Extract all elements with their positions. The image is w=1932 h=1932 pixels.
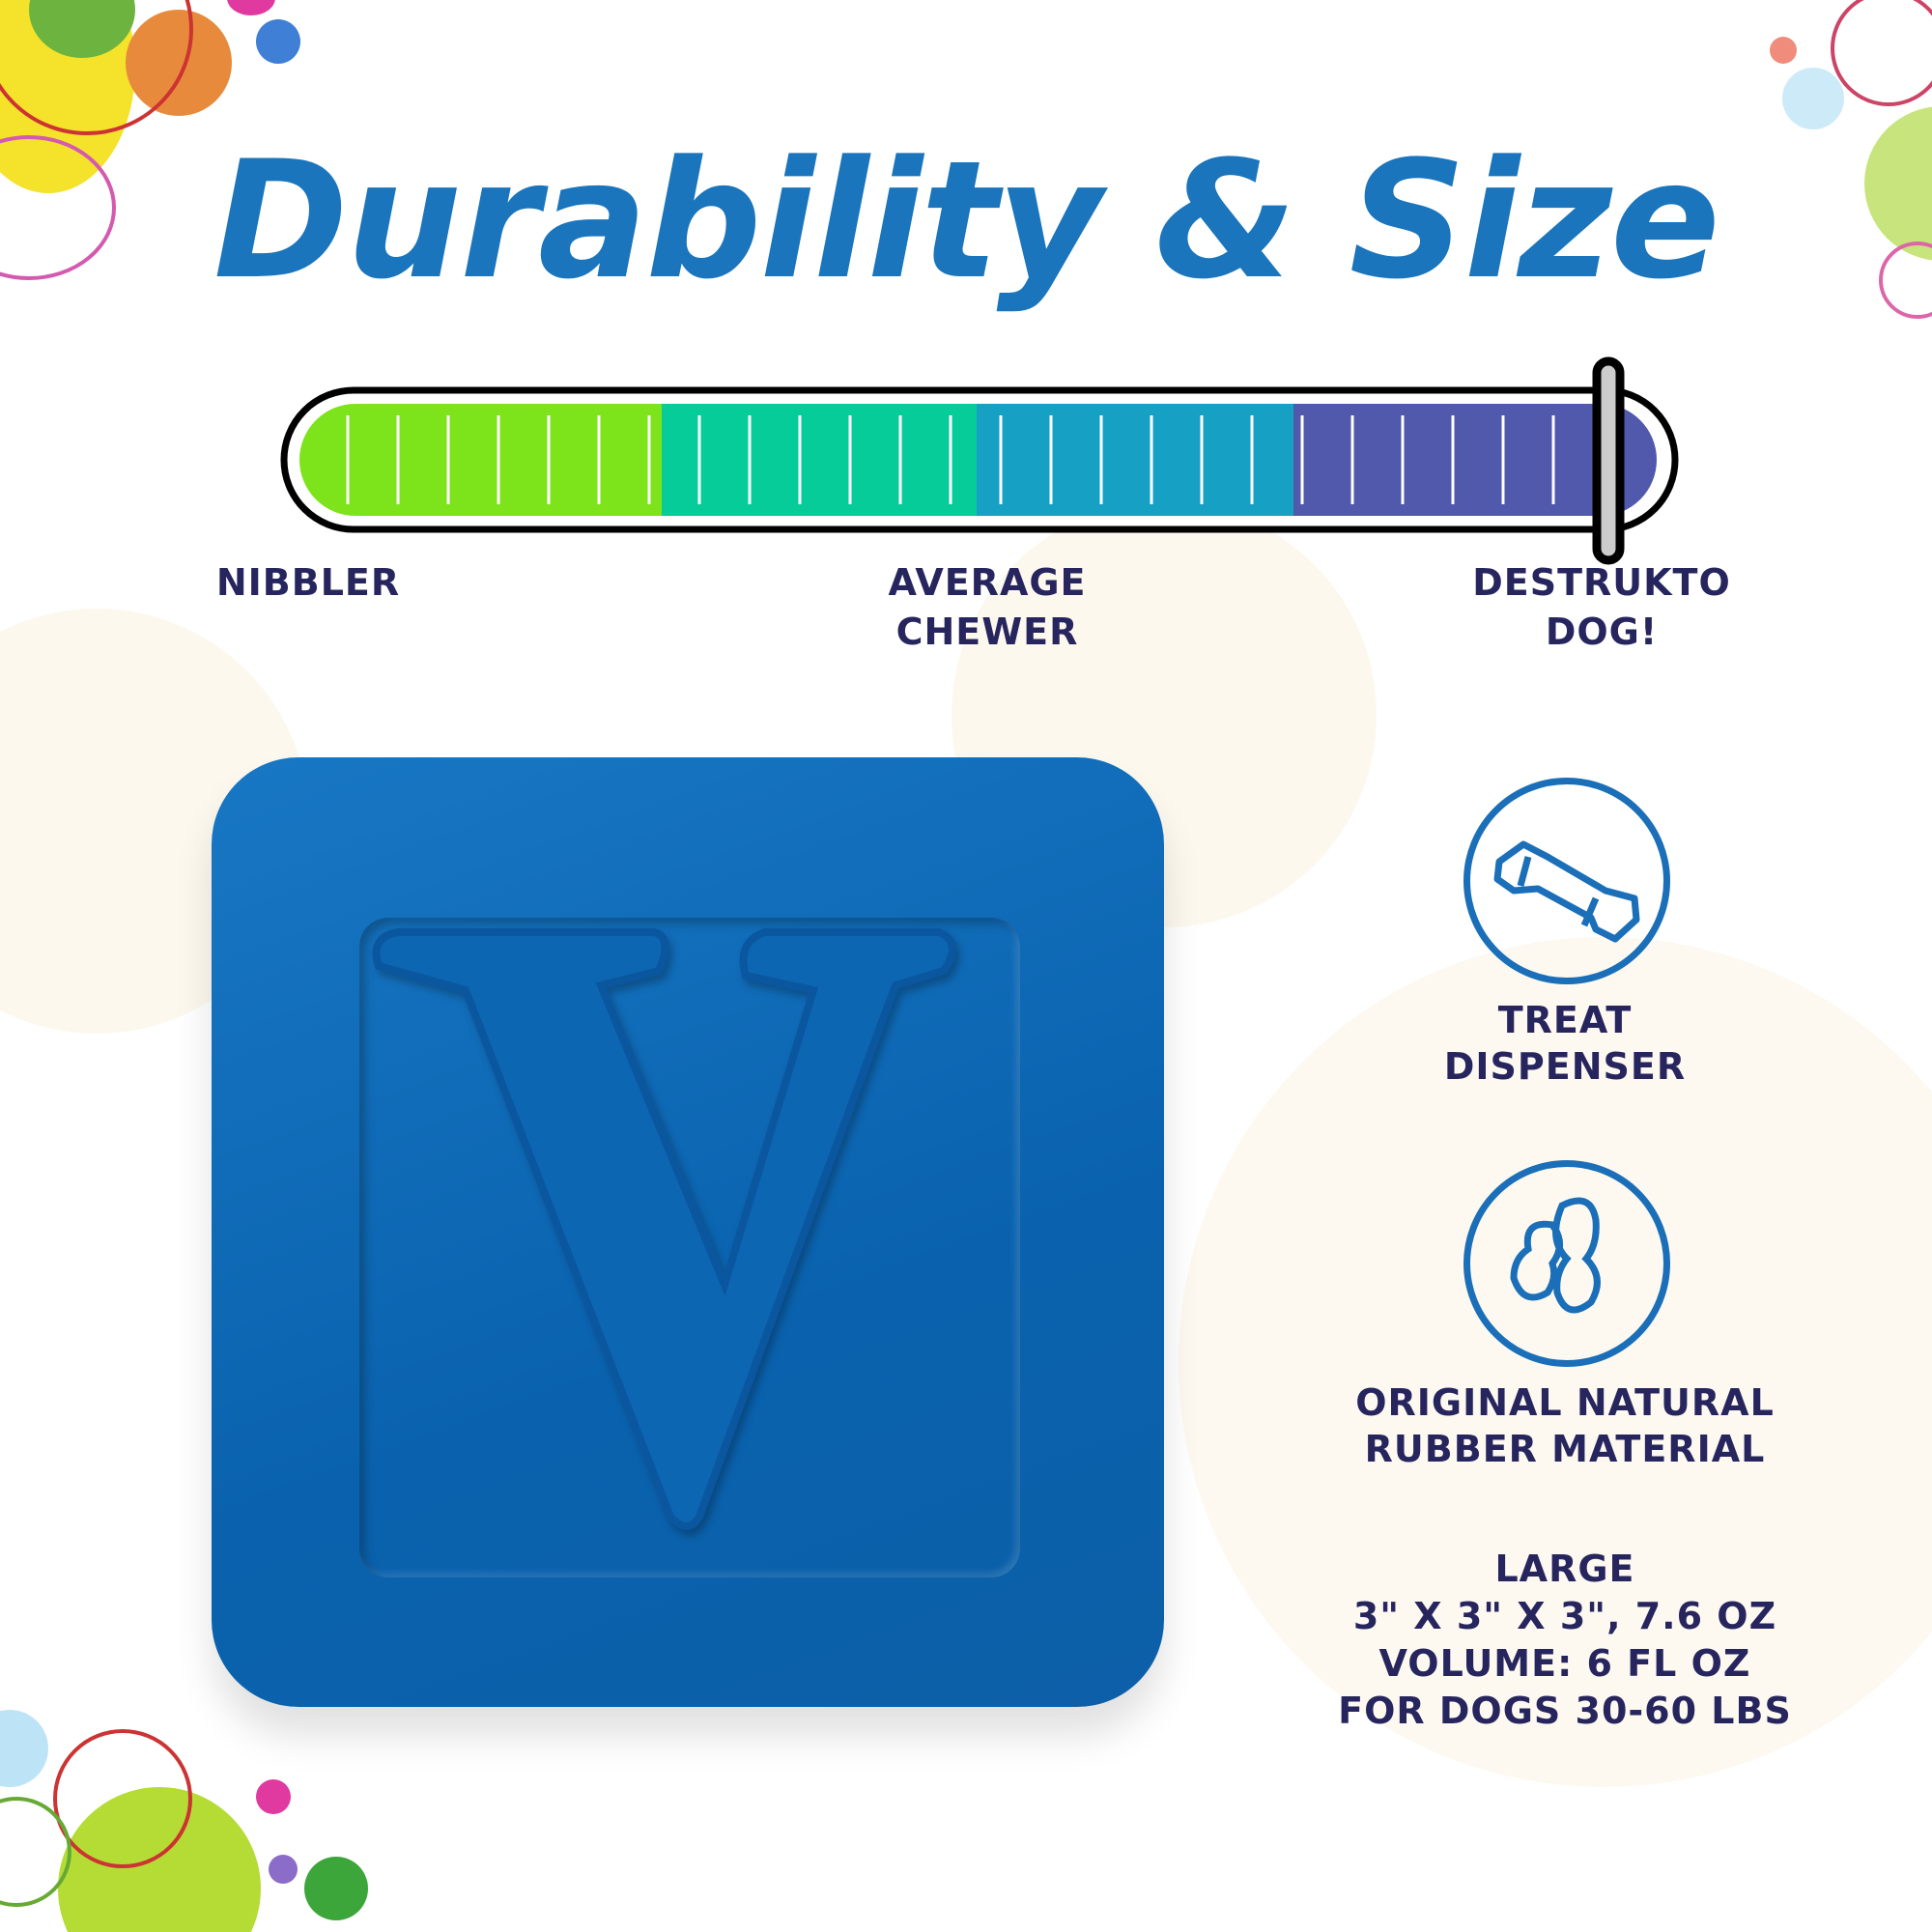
feature-treat-dispenser: TREAT DISPENSER [1275,997,1855,1090]
decor-circle [304,1857,368,1920]
decor-circle [256,19,300,64]
size-info: LARGE 3" X 3" X 3", 7.6 OZ VOLUME: 6 FL … [1275,1546,1855,1735]
natural-rubber-badge [1463,1160,1670,1367]
product-image [212,757,1164,1707]
size-name: LARGE [1494,1548,1635,1590]
page-title: Durability & Size [213,126,1720,315]
decor-ring [1831,0,1932,106]
decor-ring [53,1729,192,1868]
feature-line: ORIGINAL NATURAL [1355,1381,1775,1424]
label-line: CHEWER [895,611,1079,653]
label-line: DOG! [1545,611,1659,653]
decor-circle [58,1787,261,1932]
decor-circle [1770,37,1797,64]
meter-segment [662,404,977,516]
size-volume: VOLUME: 6 FL OZ [1378,1642,1751,1685]
decor-circle [29,0,135,58]
label-average-chewer: AVERAGE CHEWER [794,558,1180,657]
decor-ring [0,1797,71,1907]
durability-meter [280,356,1679,565]
letter-v-emboss [372,928,956,1530]
decor-circle [1864,106,1932,261]
meter-segment [299,404,662,516]
decor-circle [227,0,275,15]
decor-ring [1879,242,1932,319]
decor-circle [256,1779,291,1814]
feature-line: TREAT [1497,999,1633,1041]
meter-handle[interactable] [1592,356,1625,565]
feature-line: DISPENSER [1443,1045,1687,1088]
label-nibbler: NIBBLER [215,561,401,604]
decor-circle [269,1855,298,1884]
decor-circle [126,10,232,116]
decor-ring [0,0,193,135]
decor-circle [1782,68,1844,129]
size-dog-weight: FOR DOGS 30-60 LBS [1338,1690,1792,1732]
label-destrukto-dog: DESTRUKTO DOG! [1408,558,1795,657]
decor-ring [0,135,116,280]
meter-segment [977,404,1293,516]
treat-dispenser-badge [1463,778,1670,984]
feature-line: RUBBER MATERIAL [1364,1428,1766,1470]
rubber-material-icon [1510,1197,1601,1314]
product-face [359,918,1020,1577]
size-dimensions: 3" X 3" X 3", 7.6 OZ [1352,1595,1777,1637]
feature-natural-rubber: ORIGINAL NATURAL RUBBER MATERIAL [1275,1379,1855,1472]
bone-icon [1493,840,1640,943]
decor-circle [0,1710,48,1787]
label-line: AVERAGE [888,561,1087,604]
label-line: DESTRUKTO [1472,561,1731,604]
